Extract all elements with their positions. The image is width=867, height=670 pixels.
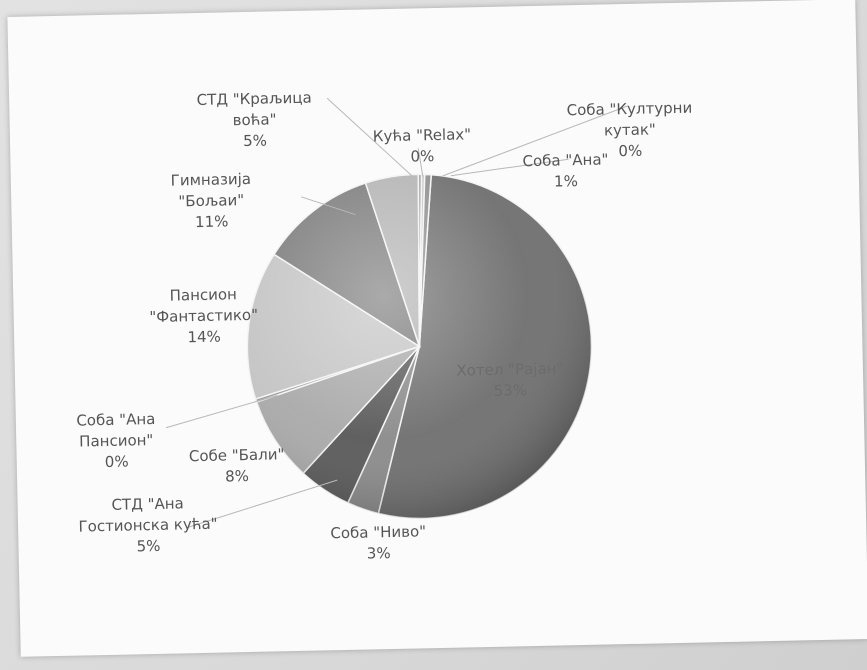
slice-label-ana: Соба "Ана"1% <box>522 150 609 191</box>
leader-line <box>417 148 424 177</box>
slice-label-fantastiko: Пансион"Фантастико"14% <box>149 285 259 347</box>
slice-label-hotel: Хотел "Рајан"53% <box>456 359 564 400</box>
slice-label-kulturni: Соба "Културникутак"0% <box>566 99 693 162</box>
slice-label-std-ana: СТД "АнаГостионска кућа"5% <box>78 494 218 557</box>
slice-label-kraljica: СТД "Краљицавоћа"5% <box>196 89 312 151</box>
slice-label-ana-pansion: Соба "АнаПансион"0% <box>76 410 156 472</box>
leader-line <box>326 97 416 179</box>
pie-chart: Хотел "Рајан"53% Соба "Ниво"3% СТД "АнаГос… <box>76 89 693 563</box>
slice-label-relax: Кућа "Relax"0% <box>373 125 472 166</box>
slice-label-boljai: Гимназија"Бољаи"11% <box>171 170 253 232</box>
slice-label-nivo: Соба "Ниво"3% <box>330 522 427 563</box>
slice-label-bali: Собе "Бали"8% <box>189 445 285 486</box>
leader-line <box>450 158 569 177</box>
chart-area: Хотел "Рајан"53% Соба "Ниво"3% СТД "АнаГос… <box>7 0 867 657</box>
leader-line <box>442 105 628 177</box>
pie-shading <box>247 174 592 519</box>
leader-line <box>187 479 338 528</box>
leader-line <box>301 196 356 216</box>
leader-line <box>165 394 278 429</box>
